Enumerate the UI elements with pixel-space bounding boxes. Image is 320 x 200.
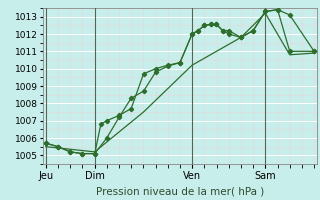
X-axis label: Pression niveau de la mer( hPa ): Pression niveau de la mer( hPa ) (96, 186, 264, 196)
